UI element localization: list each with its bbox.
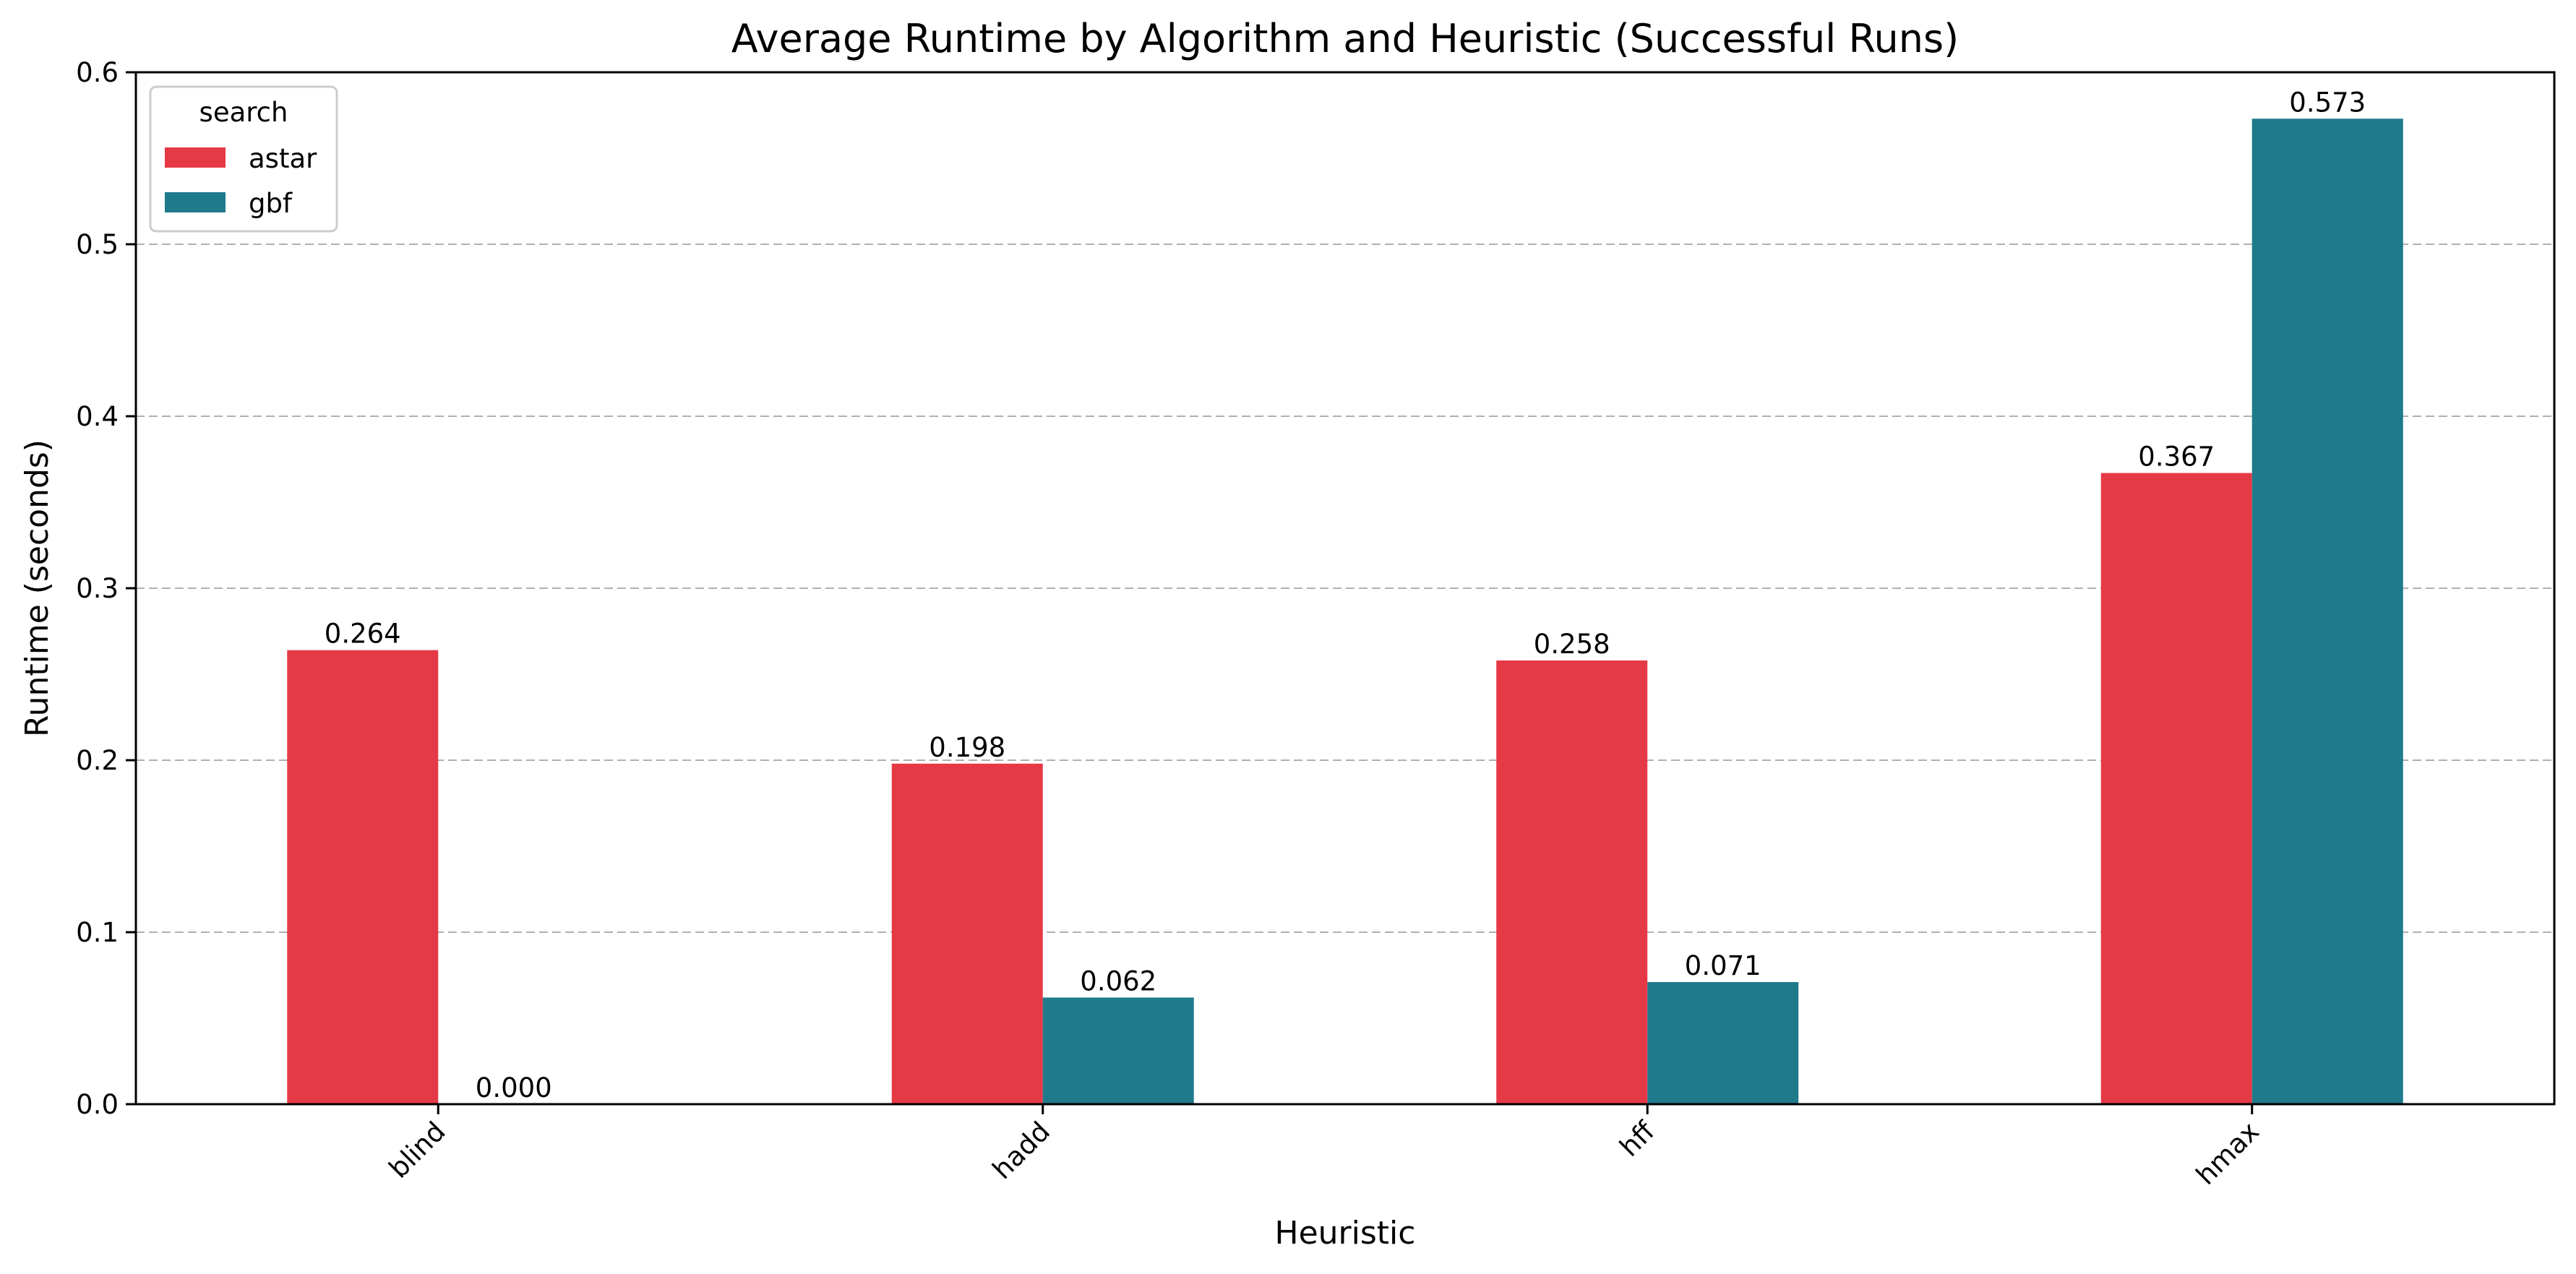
x-tick-label-hadd: hadd — [987, 1116, 1056, 1185]
data-label-astar-blind: 0.264 — [325, 619, 401, 650]
legend-swatch-astar — [165, 147, 226, 168]
bar-gbf-hadd — [1042, 997, 1194, 1104]
legend-label-gbf: gbf — [249, 188, 293, 219]
legend-title: search — [199, 97, 288, 128]
bar-astar-hadd — [891, 763, 1043, 1104]
x-tick-label-blind: blind — [383, 1116, 452, 1184]
data-label-gbf-hmax: 0.573 — [2289, 87, 2366, 118]
y-tick-label: 0.2 — [76, 745, 119, 776]
data-label-astar-hff: 0.258 — [1534, 629, 1610, 660]
x-tick-label-hmax: hmax — [2190, 1116, 2265, 1191]
legend-swatch-gbf — [165, 192, 226, 212]
bar-group — [287, 119, 2403, 1104]
x-axis: blind hadd hff hmax — [383, 1104, 2265, 1191]
y-tick-label: 0.5 — [76, 229, 119, 260]
y-axis-label: Runtime (seconds) — [19, 439, 56, 737]
legend-label-astar: astar — [249, 143, 317, 174]
x-axis-label: Heuristic — [1275, 1215, 1416, 1252]
bar-astar-blind — [287, 650, 439, 1104]
data-label-gbf-hff: 0.071 — [1685, 950, 1761, 981]
bar-astar-hff — [1496, 660, 1648, 1104]
y-tick-label: 0.3 — [76, 573, 119, 604]
legend: search astar gbf — [149, 85, 338, 233]
x-tick-label-hff: hff — [1614, 1115, 1662, 1163]
y-tick-label: 0.4 — [76, 401, 119, 432]
y-tick-label: 0.6 — [76, 57, 119, 88]
data-label-astar-hadd: 0.198 — [929, 732, 1005, 763]
y-axis: 0.0 0.1 0.2 0.3 0.4 0.5 0.6 — [76, 57, 136, 1120]
data-label-gbf-blind: 0.000 — [476, 1072, 552, 1103]
data-label-gbf-hadd: 0.062 — [1080, 965, 1156, 997]
data-label-astar-hmax: 0.367 — [2138, 442, 2215, 473]
y-tick-label: 0.1 — [76, 917, 119, 948]
y-tick-label: 0.0 — [76, 1089, 119, 1120]
bar-astar-hmax — [2100, 473, 2252, 1104]
bar-gbf-hff — [1647, 982, 1799, 1104]
chart-title: Average Runtime by Algorithm and Heurist… — [731, 16, 1959, 61]
data-labels: 0.264 0.198 0.258 0.367 0.000 0.062 0.071 0.573 — [325, 87, 2366, 1103]
bar-gbf-hmax — [2251, 119, 2403, 1104]
